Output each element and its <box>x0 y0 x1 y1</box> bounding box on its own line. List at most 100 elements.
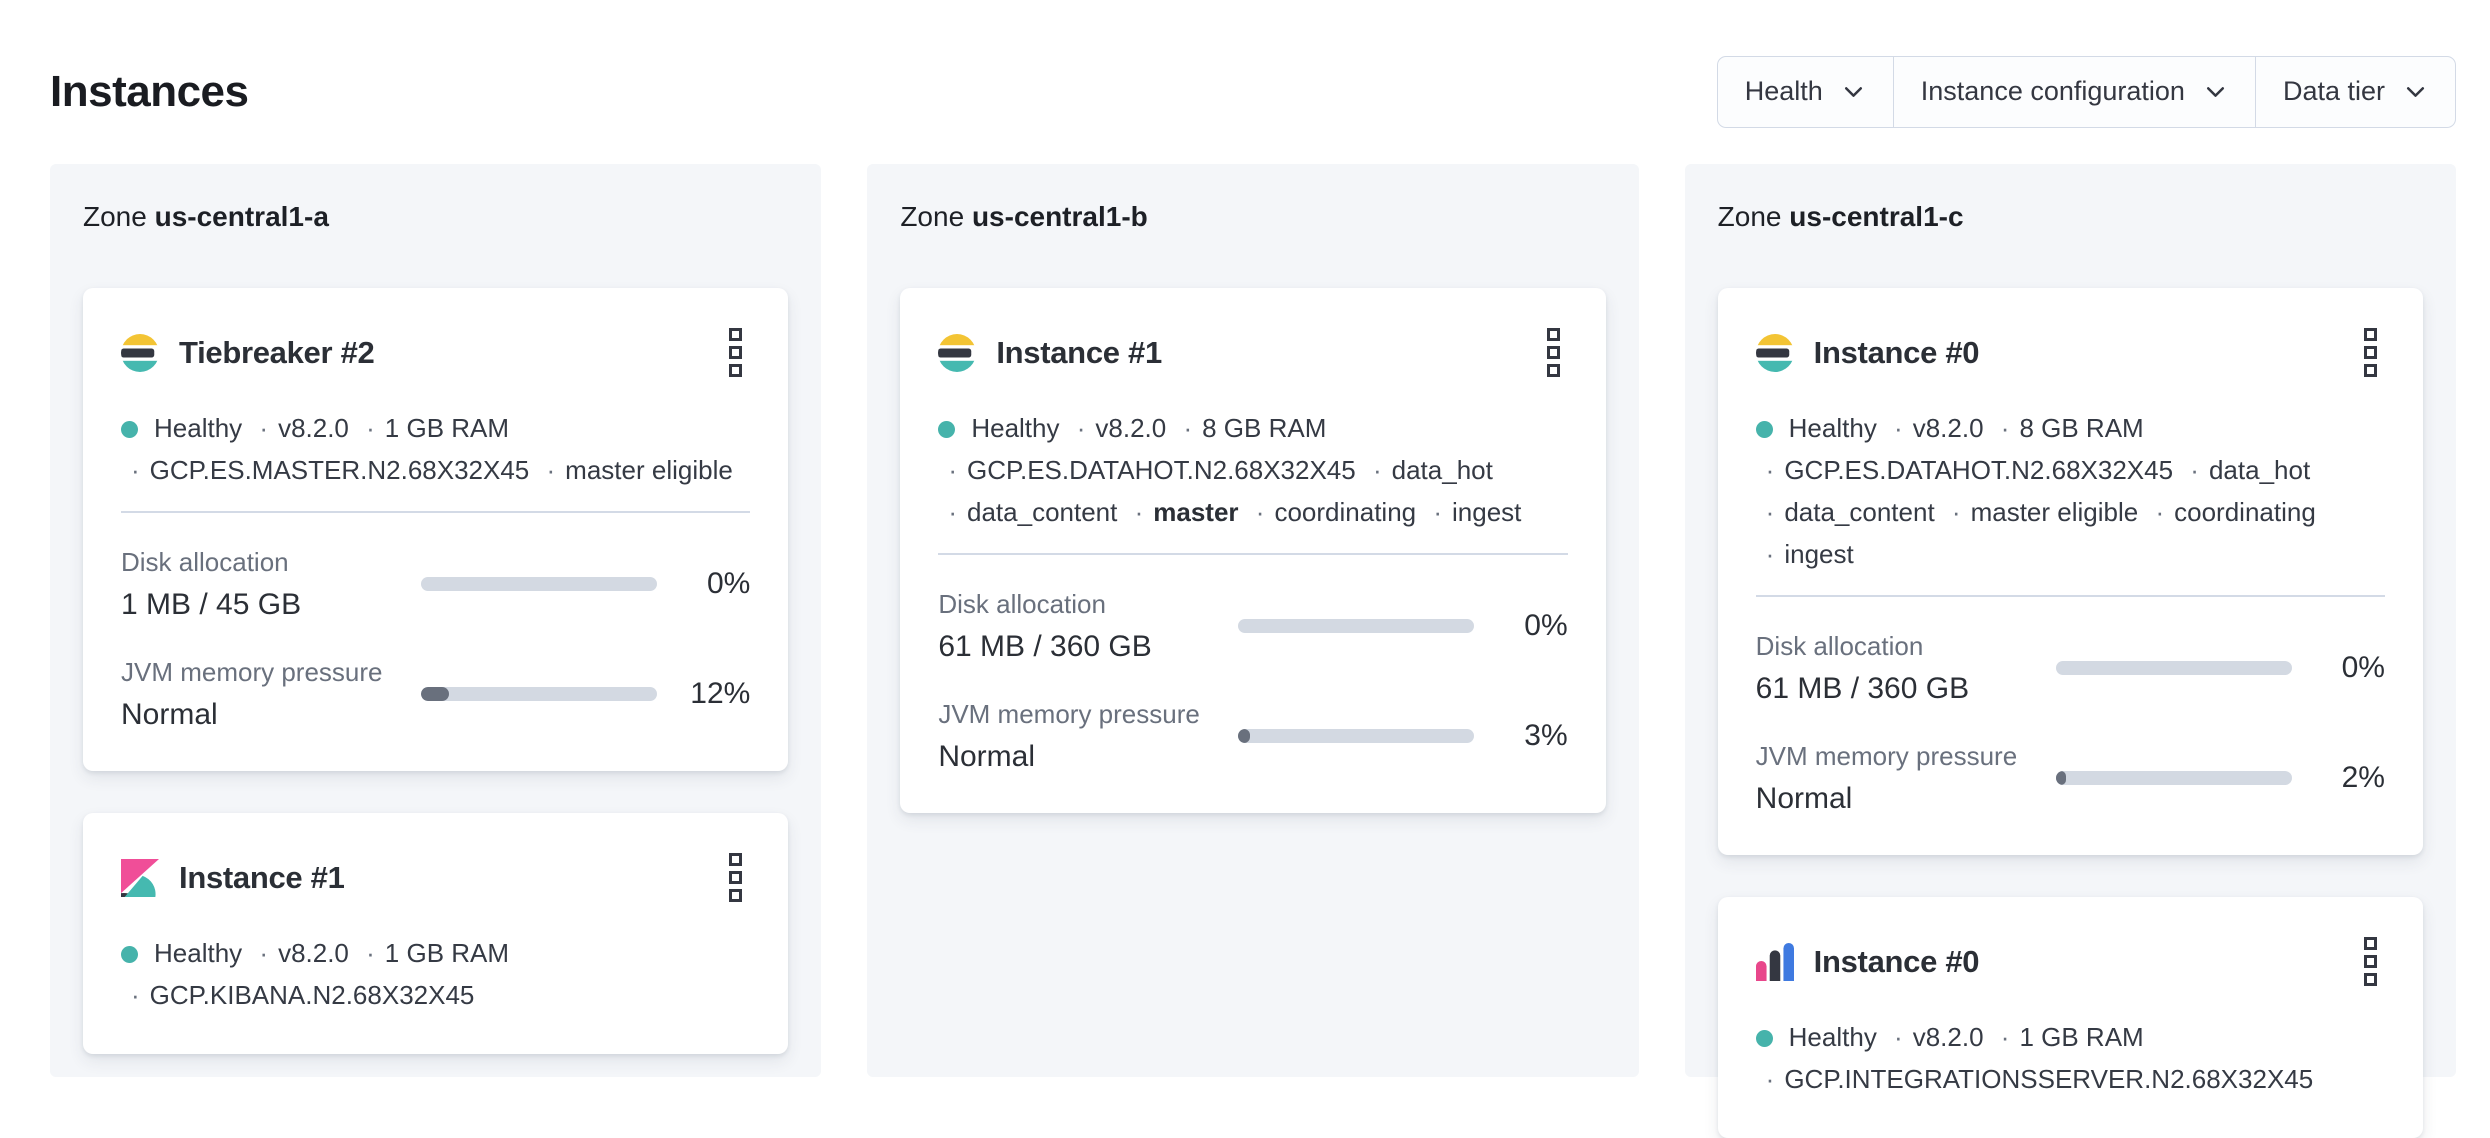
disk-allocation-bar <box>421 577 657 591</box>
instance-card-tiebreaker-2: Tiebreaker #2 Healthy · v8.2.0 · 1 GB RAM … <box>83 288 789 771</box>
disk-allocation-bar <box>1238 619 1475 633</box>
meta-separator: · <box>1765 497 1775 527</box>
zone-cards: Instance #0 Healthy · v8.2.0 · 8 GB RAM · G… <box>1717 288 2423 1138</box>
meta-separator: · <box>2190 455 2199 485</box>
instance-menu-button[interactable] <box>2356 322 2385 383</box>
boxes-vertical-icon <box>2363 973 2377 986</box>
zone-name: us-central1-b <box>971 201 1148 232</box>
meta-separator: · <box>1765 455 1775 485</box>
meta-item: ingest <box>1452 497 1522 527</box>
zone-cards: Instance #1 Healthy · v8.2.0 · 8 GB RAM · G… <box>900 288 1606 813</box>
boxes-vertical-icon <box>2363 955 2377 968</box>
instance-card-kibana-1: Instance #1 Healthy · v8.2.0 · 1 GB RAM · G… <box>83 813 789 1054</box>
meta-item: data_content <box>1784 497 1935 527</box>
health-dot-icon <box>938 421 956 438</box>
meta-item: 8 GB RAM <box>2019 413 2144 443</box>
meta-item: Healthy <box>154 413 243 443</box>
elasticsearch-logo-icon <box>121 333 159 372</box>
meta-separator: · <box>1255 497 1265 527</box>
meta-item: master eligible <box>565 455 733 485</box>
card-divider <box>1755 595 2385 597</box>
zone-name: us-central1-c <box>1789 201 1964 232</box>
integrations-server-logo-icon <box>1755 942 1794 981</box>
meta-item: master eligible <box>1970 497 2139 527</box>
boxes-vertical-icon <box>2363 364 2377 377</box>
instance-menu-button[interactable] <box>721 847 750 908</box>
instances-page: Instances Health Instance configuration … <box>50 55 2456 1138</box>
meta-item: v8.2.0 <box>278 938 349 968</box>
boxes-vertical-icon <box>729 328 743 341</box>
meta-item: GCP.ES.MASTER.N2.68X32X45 <box>149 455 530 485</box>
jvm-memory-pressure-row: JVM memory pressure Normal 12% <box>121 655 750 733</box>
instance-meta: Healthy · v8.2.0 · 8 GB RAM · GCP.ES.DATAHO… <box>1755 407 2385 575</box>
filter-data-tier-button[interactable]: Data tier <box>2256 57 2455 127</box>
stat-label: Disk allocation <box>1755 631 1924 661</box>
meta-separator: · <box>948 455 957 485</box>
boxes-vertical-icon <box>2363 328 2377 341</box>
instance-meta: Healthy · v8.2.0 · 1 GB RAM · GCP.ES.MASTER… <box>121 407 750 491</box>
instance-menu-button[interactable] <box>1539 322 1568 383</box>
disk-allocation-row: Disk allocation 61 MB / 360 GB 0% <box>938 587 1567 665</box>
meta-item: Healthy <box>1788 413 1877 443</box>
page-title: Instances <box>50 66 249 116</box>
zone-panel-us-central1-b: Zone us-central1-b Instance # <box>867 164 1639 1077</box>
boxes-vertical-icon <box>729 364 743 377</box>
instance-menu-button[interactable] <box>2356 931 2385 992</box>
meta-item: GCP.INTEGRATIONSSERVER.N2.68X32X45 <box>1784 1064 2314 1094</box>
stat-label: JVM memory pressure <box>938 699 1200 729</box>
zone-label: Zone <box>83 201 147 232</box>
health-dot-icon <box>1755 421 1773 438</box>
instance-title: Instance #1 <box>996 334 1162 370</box>
stat-value: Normal <box>121 698 218 731</box>
meta-item: GCP.ES.DATAHOT.N2.68X32X45 <box>1784 455 2174 485</box>
instance-menu-button[interactable] <box>721 322 750 383</box>
meta-item: 8 GB RAM <box>1202 413 1327 443</box>
boxes-vertical-icon <box>2363 937 2377 950</box>
instance-title: Instance #1 <box>179 859 345 895</box>
instance-card-es-0: Instance #0 Healthy · v8.2.0 · 8 GB RAM · G… <box>1717 288 2423 855</box>
instance-meta: Healthy · v8.2.0 · 8 GB RAM · GCP.ES.DATAHO… <box>938 407 1567 533</box>
meta-separator: · <box>1765 539 1775 569</box>
meta-item: GCP.ES.DATAHOT.N2.68X32X45 <box>967 455 1356 485</box>
filter-group: Health Instance configuration Data tier <box>1716 55 2456 128</box>
jvm-memory-pressure-row: JVM memory pressure Normal 2% <box>1756 739 2385 817</box>
meta-separator: · <box>259 413 269 443</box>
card-header: Instance #0 <box>1755 931 2385 992</box>
filter-instance-configuration-button[interactable]: Instance configuration <box>1894 56 2256 127</box>
filter-health-button[interactable]: Health <box>1718 56 1894 127</box>
zone-header: Zone us-central1-b <box>900 198 1605 236</box>
health-dot-icon <box>121 946 138 963</box>
boxes-vertical-icon <box>1546 328 1560 341</box>
stat-value: 1 MB / 45 GB <box>121 588 302 621</box>
meta-item: data_hot <box>2208 455 2311 485</box>
card-header: Instance #1 <box>121 847 750 908</box>
meta-item: Healthy <box>154 938 243 968</box>
meta-item: ingest <box>1784 539 1854 569</box>
filter-instance-configuration-label: Instance configuration <box>1920 76 2185 106</box>
instance-title: Instance #0 <box>1813 943 1980 979</box>
card-divider <box>938 553 1568 555</box>
card-header: Tiebreaker #2 <box>121 322 750 383</box>
zone-panel-us-central1-a: Zone us-central1-a Tiebreaker <box>50 164 822 1077</box>
meta-separator: · <box>1951 497 1961 527</box>
zone-name: us-central1-a <box>154 201 329 232</box>
elasticsearch-logo-icon <box>938 333 977 372</box>
jvm-memory-pressure-row: JVM memory pressure Normal 3% <box>938 697 1567 775</box>
meta-separator: · <box>366 413 375 443</box>
meta-item: data_hot <box>1391 455 1493 485</box>
meta-item: v8.2.0 <box>1912 413 1984 443</box>
boxes-vertical-icon <box>1546 346 1560 359</box>
meta-item: Healthy <box>971 413 1060 443</box>
zone-label: Zone <box>1717 201 1782 232</box>
meta-separator: · <box>2000 413 2010 443</box>
meta-item: Healthy <box>1788 1022 1877 1052</box>
bar-fill <box>1238 729 1251 743</box>
disk-allocation-bar <box>2055 661 2292 675</box>
meta-item: GCP.KIBANA.N2.68X32X45 <box>149 980 475 1010</box>
stat-label: Disk allocation <box>121 547 289 577</box>
meta-separator: · <box>1765 1064 1775 1094</box>
meta-separator: · <box>1076 413 1086 443</box>
zones-row: Zone us-central1-a Tiebreaker <box>50 164 2456 1138</box>
boxes-vertical-icon <box>2363 346 2377 359</box>
meta-item: data_content <box>967 497 1118 527</box>
